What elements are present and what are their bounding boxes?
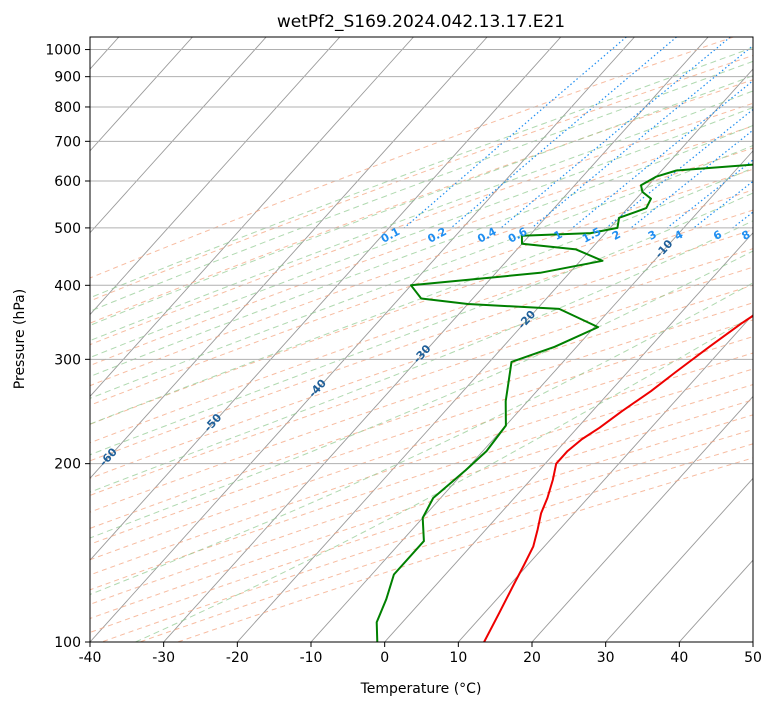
moist-adiabat-line [90,167,753,425]
dry-adiabat-line [90,302,753,529]
isotherm-line [90,37,488,479]
temperature-profile-line [483,314,753,642]
series-layer [375,163,753,642]
isotherm-line [90,37,193,152]
y-axis-ticks: 100 200 300 400 500 600 700 800 900 1000 [45,43,90,651]
isotherm-line [236,68,753,642]
moist-adiabat-line [90,144,753,399]
x-tick-label: 30 [597,650,615,666]
y-tick-label: 700 [54,134,81,150]
moist-adiabat-line [90,282,753,596]
y-tick-label: 600 [54,174,81,190]
x-axis-label: Temperature (°C) [360,681,482,697]
isotherm-line [384,232,753,642]
y-tick-label: 300 [54,352,81,368]
background-lines [90,37,753,642]
dry-adiabat-line [90,384,753,605]
mixing-ratio-line [693,180,753,229]
dry-adiabat-line [90,284,753,513]
y-tick-label: 800 [54,100,81,116]
x-tick-label: 50 [744,650,762,666]
y-tick-label: 1000 [45,43,81,59]
plot-frame [89,36,754,643]
dewpoint-profile-line [375,163,753,642]
isotherm-line [531,395,753,642]
y-tick-label: 900 [54,70,81,86]
isotherm-line [457,313,753,642]
mixing-ratio-line [450,37,677,229]
moist-adiabat-line [90,106,753,359]
y-tick-label: 400 [54,278,81,294]
isotherm-line [605,477,753,642]
x-axis-ticks: -40 -30 -20 -10 0 10 20 30 40 50 [79,642,762,666]
dry-adiabat-line [90,368,753,591]
dry-adiabat-line [90,209,753,444]
moist-adiabat-line [90,192,753,456]
x-tick-label: 10 [449,650,467,666]
x-tick-label: -20 [226,650,249,666]
mixing-ratio-line [630,129,753,229]
mixing-ratio-line [403,37,627,229]
x-tick-label: -40 [79,650,102,666]
mixing-ratio-line [531,44,753,229]
x-tick-label: -10 [300,650,323,666]
dry-adiabat-line [90,229,753,462]
dry-adiabat-line [90,168,753,406]
x-tick-label: 20 [523,650,541,666]
dry-adiabat-line [90,125,753,367]
moist-adiabat-line [135,315,753,642]
isotherm-line [163,37,709,642]
dry-adiabat-line [90,414,753,633]
dry-adiabat-line [90,147,753,387]
x-tick-label: 40 [670,650,688,666]
isotherm-line [90,37,267,234]
mixing-ratio-line [500,37,731,229]
isotherm-line [90,37,341,316]
dry-adiabat-line [90,102,753,346]
y-axis-label: Pressure (hPa) [12,289,28,389]
isotherm-line [90,37,562,561]
mixing-ratio-line [605,108,753,229]
isotherm-line [90,37,414,398]
moist-adiabat-line [90,47,753,299]
moist-adiabat-line [90,90,753,342]
x-tick-label: -30 [152,650,175,666]
moist-adiabat-line [90,60,753,312]
x-tick-label: 0 [380,650,389,666]
y-tick-label: 100 [54,635,81,651]
y-tick-label: 200 [54,457,81,473]
dry-adiabat-line [90,336,753,561]
moist-adiabat-line [90,250,753,539]
y-tick-label: 500 [54,221,81,237]
mixing-ratio-line [572,79,753,229]
chart-title: wetPf2_S169.2024.042.13.17.E21 [277,12,565,32]
dry-adiabat-line [139,443,753,642]
